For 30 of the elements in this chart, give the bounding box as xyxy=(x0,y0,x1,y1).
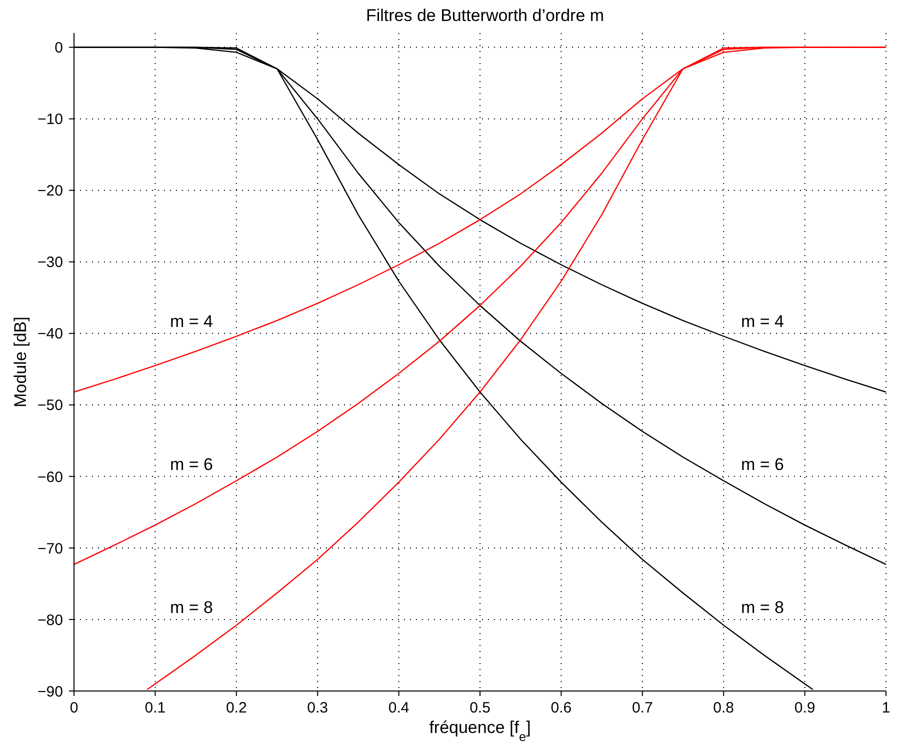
x-tick-label: 0.5 xyxy=(470,700,490,717)
x-tick-label: 0.7 xyxy=(632,700,653,717)
annotation: m = 8 xyxy=(170,598,213,618)
x-tick-label: 0.1 xyxy=(144,700,166,717)
y-tick-label: −90 xyxy=(38,683,63,700)
x-tick-label: 0.6 xyxy=(550,700,572,717)
annotation: m = 6 xyxy=(170,455,213,475)
x-tick-label: 0.2 xyxy=(226,700,247,717)
x-axis-title: fréquence [f$_{e}$] xyxy=(429,718,531,744)
x-tick-label: 0.9 xyxy=(794,700,816,717)
y-tick-label: −60 xyxy=(38,468,63,486)
x-tick-label: 0.4 xyxy=(388,700,410,717)
y-tick-label: −80 xyxy=(38,612,63,629)
annotation: m = 6 xyxy=(741,455,784,475)
x-tick-label: 1 xyxy=(882,700,890,717)
y-tick-label: −50 xyxy=(38,397,63,414)
y-tick-label: 0 xyxy=(54,40,63,57)
x-tick-label: 0.8 xyxy=(713,700,734,717)
x-tick-label: 0 xyxy=(70,700,78,717)
chart-title: Filtres de Butterworth d’ordre m xyxy=(364,6,606,26)
y-tick-label: −20 xyxy=(38,182,63,200)
annotation: m = 4 xyxy=(170,312,213,332)
annotation: m = 4 xyxy=(741,312,784,332)
y-tick-label: −30 xyxy=(38,254,63,272)
y-tick-label: −10 xyxy=(38,111,63,128)
y-axis-title: Module [dB] xyxy=(11,316,30,408)
y-tick-label: −70 xyxy=(38,540,63,558)
annotation: m = 8 xyxy=(741,598,784,618)
x-tick-label: 0.3 xyxy=(307,700,328,717)
y-tick-label: −40 xyxy=(38,326,63,343)
